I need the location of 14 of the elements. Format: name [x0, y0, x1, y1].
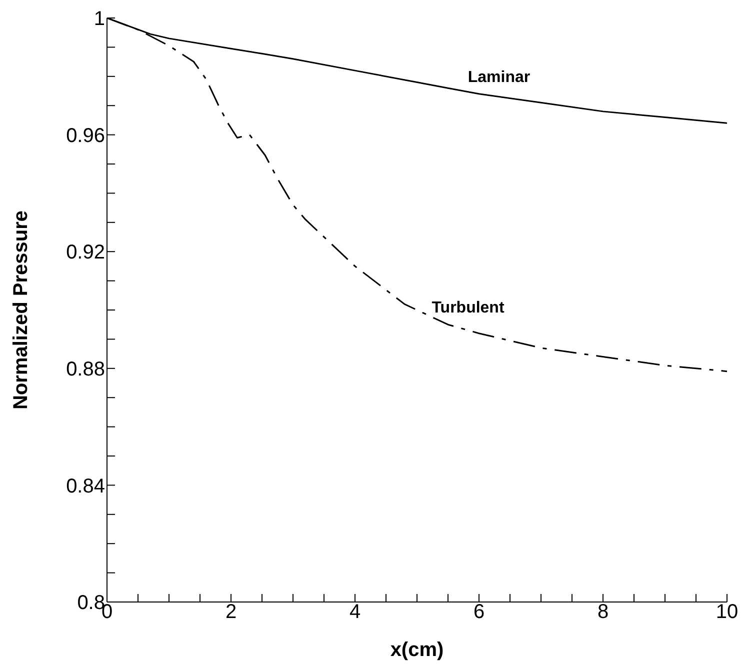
- series-label: Laminar: [468, 68, 530, 86]
- y-tick-label: 0.84: [66, 475, 105, 498]
- x-tick-label: 8: [597, 601, 609, 624]
- y-tick-label: 0.88: [66, 358, 105, 380]
- series-label: Turbulent: [432, 300, 505, 317]
- x-tick-label: 2: [225, 601, 237, 624]
- x-tick-label: 10: [716, 601, 738, 624]
- y-tick-label: 0.96: [66, 124, 105, 147]
- x-tick-label: 6: [473, 601, 485, 624]
- y-tick-label: 0.92: [66, 242, 105, 264]
- x-axis-title: x(cm): [390, 639, 444, 661]
- x-tick-label: 4: [349, 601, 361, 624]
- y-tick-label: 1: [94, 8, 105, 30]
- y-axis-title: Normalized Pressure: [10, 210, 32, 410]
